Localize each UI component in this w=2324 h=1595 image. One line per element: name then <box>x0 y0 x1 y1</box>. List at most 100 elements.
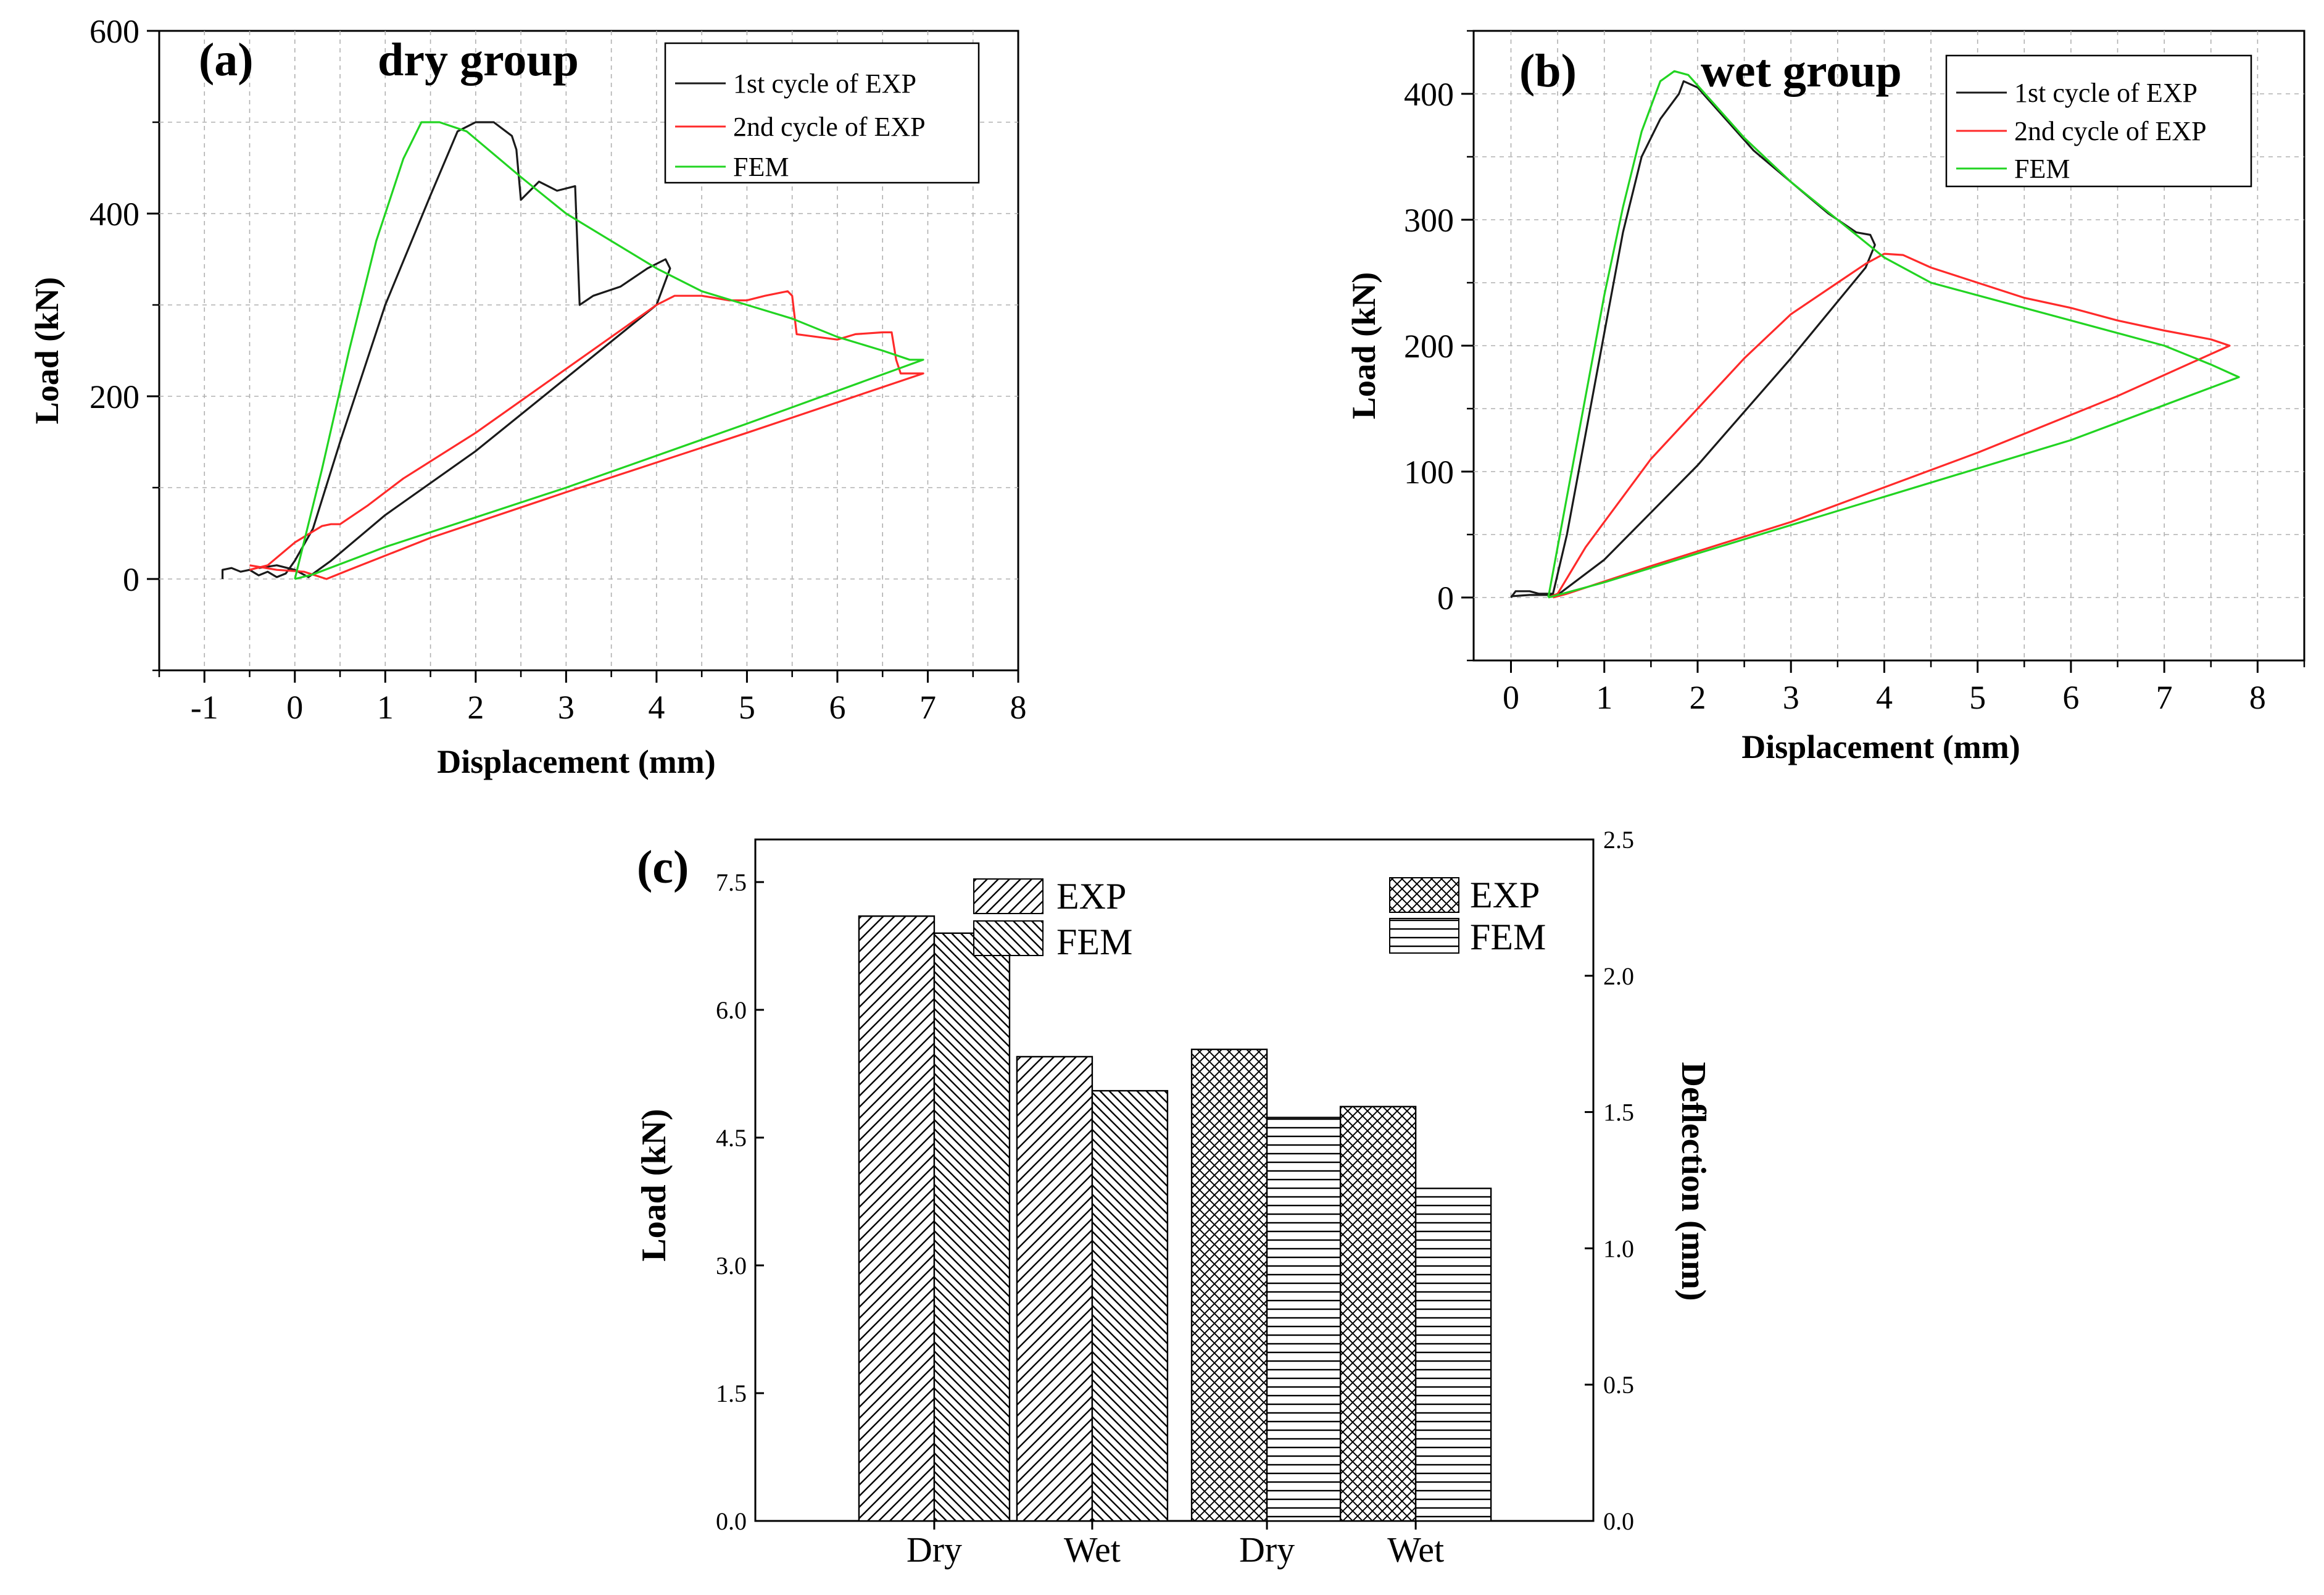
y-axis-left-label: Load (kN) <box>635 1109 673 1261</box>
bar-dry-fem-right <box>1266 1117 1343 1522</box>
bar-wet-exp-right <box>1339 1106 1417 1522</box>
x-tick-label: 8 <box>2249 679 2266 716</box>
x-tick-label: 7 <box>2156 679 2173 716</box>
y-right-tick-label: 0.0 <box>1603 1507 1634 1535</box>
legend-swatch-exp-deflection <box>1389 877 1459 913</box>
legend-label-fem: FEM <box>733 152 789 182</box>
bar-wet-exp-left <box>1016 1056 1094 1522</box>
x-axis-label: Displacement (mm) <box>1741 728 2020 765</box>
x-tick-label: 0 <box>286 689 303 726</box>
bar-dry-fem-left <box>933 932 1011 1522</box>
bar-dry-exp-left <box>858 915 936 1522</box>
y-right-tick-label: 1.5 <box>1603 1099 1634 1126</box>
legend-label-exp-load: EXP <box>1056 876 1126 917</box>
x-axis-label: Displacement (mm) <box>437 743 715 780</box>
bar-wet-fem-left <box>1091 1089 1169 1522</box>
legend-swatch-fem-load <box>973 920 1044 956</box>
legend-load: EXP FEM <box>973 876 1132 962</box>
legend-label-exp1: 1st cycle of EXP <box>2014 78 2197 108</box>
x-tick-label: 7 <box>919 689 936 726</box>
y-tick-label: 0 <box>123 561 139 598</box>
y-left-tick-label: 4.5 <box>716 1124 747 1152</box>
x-tick-label: 2 <box>1689 679 1706 716</box>
x-tick-label: -1 <box>191 689 218 726</box>
legend-deflection: EXP FEM <box>1389 875 1546 957</box>
y-left-tick-label: 3.0 <box>716 1252 747 1280</box>
y-left-tick-label: 6.0 <box>716 996 747 1024</box>
legend-label-fem: FEM <box>2014 154 2070 184</box>
panel-label: (b) <box>1519 45 1577 97</box>
series-layer <box>222 121 924 580</box>
x-tick-label: 4 <box>1876 679 1893 716</box>
panel-label: (c) <box>637 841 689 893</box>
y-tick-label: 600 <box>89 13 139 50</box>
plot-frame <box>754 838 1595 1522</box>
panel-b-wet-group-chart: 0 1 2 3 4 5 6 7 8 0 100 200 300 400 1st cycle of EXP … <box>1345 30 2305 765</box>
panel-c-bar-chart: Dry Wet Dry Wet 0.0 1.5 3.0 4.5 6.0 7.5 0.0 0.5 1.0 1… <box>635 826 1712 1570</box>
y-left-tick-label: 0.0 <box>716 1507 747 1535</box>
bar-layer <box>858 915 1492 1522</box>
ticks: Dry Wet Dry Wet 0.0 1.5 3.0 4.5 6.0 7.5 0.0 0.5 1.0 1… <box>716 826 1634 1570</box>
x-tick-label: Dry <box>1239 1530 1295 1570</box>
panel-label: (a) <box>199 34 254 86</box>
chart-title: dry group <box>378 34 579 86</box>
x-tick-label: 2 <box>467 689 484 726</box>
y-axis-label: Load (kN) <box>28 277 65 425</box>
legend-label-exp2: 2nd cycle of EXP <box>2014 116 2207 146</box>
y-left-tick-label: 7.5 <box>716 868 747 896</box>
legend-swatch-fem-deflection <box>1389 918 1459 954</box>
y-tick-label: 300 <box>1404 202 1454 239</box>
y-right-tick-label: 2.5 <box>1603 826 1634 854</box>
legend-label-fem-deflection: FEM <box>1470 917 1546 957</box>
y-axis-right-label: Deflection (mm) <box>1674 1062 1712 1301</box>
legend: 1st cycle of EXP 2nd cycle of EXP FEM <box>1945 54 2252 188</box>
x-tick-label: 8 <box>1010 689 1027 726</box>
legend-label-exp-deflection: EXP <box>1470 875 1540 915</box>
x-tick-label: 1 <box>1596 679 1612 716</box>
legend-box <box>1945 54 2252 188</box>
y-right-tick-label: 0.5 <box>1603 1371 1634 1399</box>
legend-swatch-exp-load <box>973 878 1044 914</box>
bar-dry-exp-right <box>1190 1048 1268 1522</box>
y-axis-label: Load (kN) <box>1345 272 1382 420</box>
y-left-tick-label: 1.5 <box>716 1380 747 1407</box>
x-tick-label: 3 <box>1783 679 1799 716</box>
series-line-3 <box>1547 70 2240 599</box>
plot-frame <box>158 30 1019 672</box>
series-line-1 <box>222 121 671 579</box>
x-tick-label: Dry <box>907 1530 962 1570</box>
y-tick-label: 200 <box>89 378 139 415</box>
x-tick-label: 5 <box>739 689 755 726</box>
series-line-2 <box>249 290 924 580</box>
x-tick-label: 3 <box>558 689 575 726</box>
x-tick-label: 5 <box>1969 679 1986 716</box>
series-line-2 <box>1548 252 2231 599</box>
series-layer <box>1510 70 2240 599</box>
ticks: -1 0 1 2 3 4 5 6 7 8 0 200 400 600 <box>89 13 1027 726</box>
x-tick-label: 6 <box>2062 679 2079 716</box>
series-line-1 <box>1510 80 1876 598</box>
y-right-tick-label: 2.0 <box>1603 962 1634 990</box>
y-tick-label: 100 <box>1404 454 1454 491</box>
series-line-3 <box>294 121 924 580</box>
x-tick-label: 1 <box>377 689 394 726</box>
gridlines <box>1474 31 2304 660</box>
legend-label-fem-load: FEM <box>1056 922 1132 962</box>
legend-label-exp1: 1st cycle of EXP <box>733 69 916 99</box>
x-tick-label: 0 <box>1503 679 1519 716</box>
y-tick-label: 200 <box>1404 328 1454 365</box>
y-tick-label: 400 <box>89 196 139 233</box>
panel-a-dry-group-chart: -1 0 1 2 3 4 5 6 7 8 0 200 400 600 1st cycle of EXP 2… <box>28 13 1027 780</box>
y-tick-label: 400 <box>1404 76 1454 113</box>
x-tick-label: 4 <box>648 689 665 726</box>
bar-wet-fem-right <box>1414 1188 1492 1522</box>
legend-label-exp2: 2nd cycle of EXP <box>733 112 926 142</box>
legend-box <box>664 42 980 184</box>
x-tick-label: Wet <box>1064 1530 1121 1570</box>
y-tick-label: 0 <box>1437 580 1454 617</box>
x-tick-label: Wet <box>1387 1530 1444 1570</box>
legend: 1st cycle of EXP 2nd cycle of EXP FEM <box>664 42 980 184</box>
y-right-tick-label: 1.0 <box>1603 1235 1634 1262</box>
chart-title: wet group <box>1701 45 1902 97</box>
